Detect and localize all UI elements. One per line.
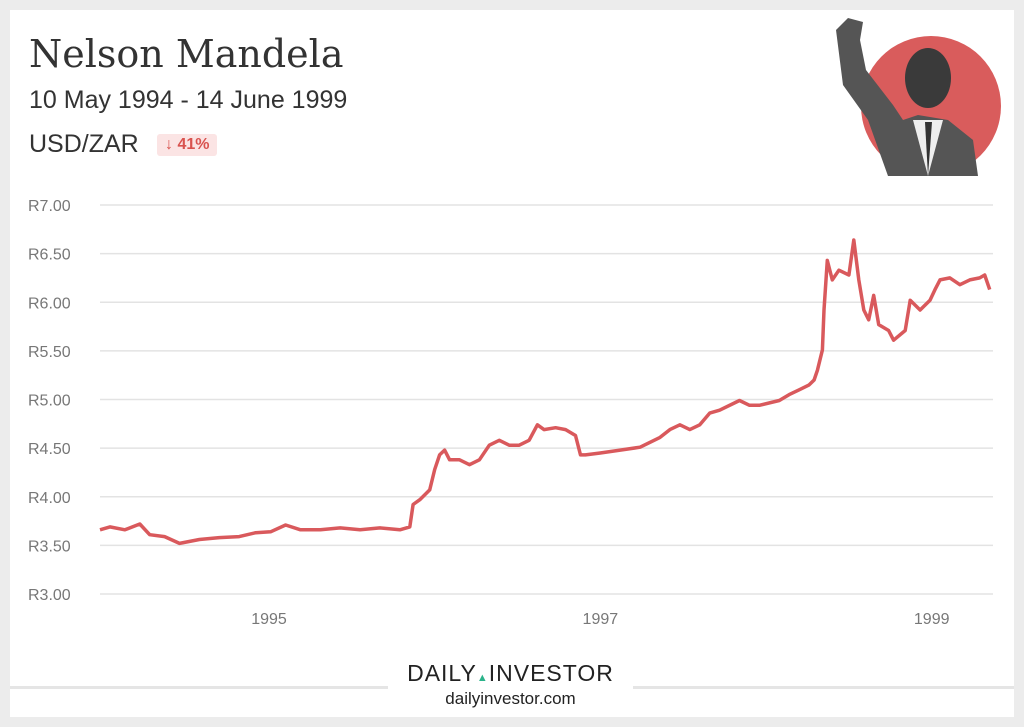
- y-tick-label: R4.00: [28, 490, 71, 507]
- brand-right: INVESTOR: [488, 660, 614, 686]
- y-tick-label: R3.50: [28, 538, 71, 555]
- footer-divider-left: [10, 686, 388, 689]
- period-subtitle: 10 May 1994 - 14 June 1999: [29, 86, 348, 114]
- page-title: Nelson Mandela: [29, 32, 344, 76]
- footer-logo: DAILY▲INVESTOR dailyinvestor.com: [388, 660, 633, 709]
- footer-url[interactable]: dailyinvestor.com: [445, 689, 576, 708]
- change-badge: ↓ 41%: [157, 134, 218, 156]
- change-value: 41%: [177, 136, 210, 153]
- currency-pair-label: USD/ZAR: [29, 130, 139, 158]
- y-tick-label: R7.00: [28, 198, 71, 215]
- y-tick-label: R3.00: [28, 587, 71, 604]
- y-tick-label: R6.50: [28, 247, 71, 264]
- y-tick-label: R5.00: [28, 393, 71, 410]
- triangle-icon: ▲: [476, 672, 489, 684]
- footer-divider-right: [633, 686, 1014, 689]
- x-tick-label: 1997: [583, 611, 619, 628]
- arrow-down-icon: ↓: [165, 136, 173, 153]
- portrait-photo: [836, 18, 1001, 176]
- y-tick-label: R5.50: [28, 344, 71, 361]
- x-tick-label: 1999: [914, 611, 950, 628]
- brand-left: DAILY: [407, 660, 477, 686]
- series-line-usd-zar: [99, 238, 992, 546]
- y-tick-label: R4.50: [28, 441, 71, 458]
- y-tick-label: R6.00: [28, 295, 71, 312]
- chart-card: Nelson Mandela 10 May 1994 - 14 June 199…: [10, 10, 1014, 717]
- usd-zar-line-chart: R3.00 R3.50 R4.00 R4.50 R5.00 R5.50 R6.00 R6.50…: [28, 198, 993, 628]
- x-tick-label: 1995: [251, 611, 287, 628]
